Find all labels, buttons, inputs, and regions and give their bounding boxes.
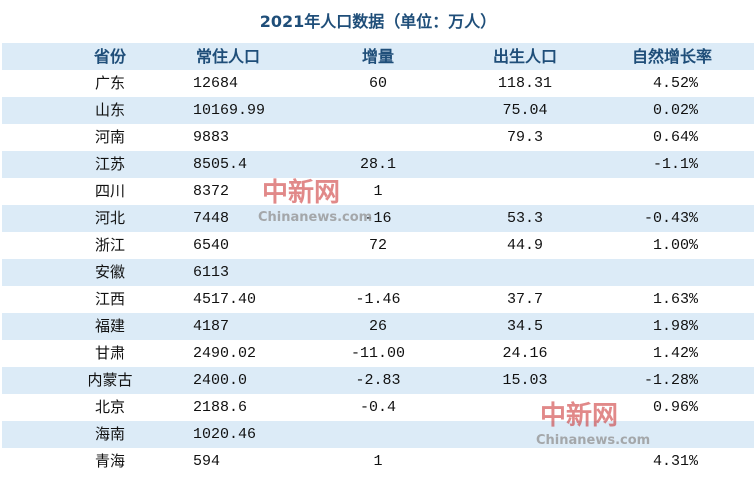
header-band — [2, 43, 754, 70]
table-cell: 内蒙古 — [87, 371, 133, 389]
table-cell: 青海 — [94, 452, 125, 470]
table-cell: 4187 — [193, 318, 230, 335]
table-cell: 10169.99 — [193, 102, 266, 119]
table-cell: 江西 — [94, 290, 125, 308]
table-cell: 河南 — [94, 128, 125, 146]
row-band — [2, 367, 754, 394]
table-cell: 8372 — [193, 183, 230, 200]
table-cell: 4.31% — [652, 453, 698, 470]
table-cell: -11.00 — [350, 345, 405, 362]
table-cell: 1 — [373, 183, 383, 200]
table-title: 2021年人口数据（单位：万人） — [259, 12, 497, 31]
table-cell: -0.43% — [643, 210, 698, 227]
table-cell: 1.63% — [652, 291, 698, 308]
header-cell: 省份 — [93, 47, 126, 66]
table-cell: 1.42% — [652, 345, 698, 362]
table-cell: 河北 — [94, 209, 125, 227]
table-cell: 9883 — [193, 129, 230, 146]
watermark-logo: 中新网 — [262, 178, 341, 208]
table-cell: 8505.4 — [193, 156, 248, 173]
table-cell: 1.98% — [652, 318, 698, 335]
table-cell: 26 — [368, 318, 387, 335]
header-cell: 增量 — [361, 47, 394, 66]
table-cell: 12684 — [193, 75, 239, 92]
row-band — [2, 232, 754, 259]
row-band — [2, 448, 754, 475]
table-cell: 0.96% — [652, 399, 698, 416]
row-band — [2, 97, 754, 124]
table-cell: 6540 — [193, 237, 230, 254]
table-cell: -1.46 — [355, 291, 401, 308]
table-cell: 北京 — [94, 398, 125, 416]
table-cell: 2490.02 — [193, 345, 257, 362]
table-cell: 浙江 — [94, 236, 125, 254]
table-cell: 2400.0 — [193, 372, 248, 389]
row-band — [2, 124, 754, 151]
table-cell: 118.31 — [497, 75, 552, 92]
table-cell: 7448 — [193, 210, 230, 227]
table-cell: 44.9 — [506, 237, 543, 254]
watermark-site: Chinanews.com — [258, 210, 373, 225]
table-cell: 甘肃 — [94, 344, 125, 362]
header-cell: 自然增长率 — [631, 47, 712, 66]
table-cell: 24.16 — [502, 345, 548, 362]
table-cell: 4.52% — [652, 75, 698, 92]
table-cell: 2188.6 — [193, 399, 248, 416]
row-band — [2, 178, 754, 205]
table-cell: 山东 — [94, 101, 125, 119]
table-cell: -0.4 — [359, 399, 396, 416]
table-cell: 海南 — [94, 425, 125, 443]
table-cell: 53.3 — [506, 210, 543, 227]
row-band — [2, 151, 754, 178]
table-cell: 福建 — [94, 317, 125, 335]
table-cell: 72 — [368, 237, 387, 254]
row-band — [2, 205, 754, 232]
row-band — [2, 259, 754, 286]
table-cell: 江苏 — [94, 155, 125, 173]
row-band — [2, 70, 754, 97]
header-cell: 常住人口 — [195, 47, 260, 66]
table-cell: 60 — [368, 75, 387, 92]
row-band — [2, 286, 754, 313]
header-cell: 出生人口 — [492, 47, 557, 66]
table-cell: -16 — [364, 210, 392, 227]
table-cell: 34.5 — [506, 318, 543, 335]
table-cell: 0.02% — [652, 102, 698, 119]
table-cell: 1020.46 — [193, 426, 257, 443]
table-cell: 1 — [373, 453, 383, 470]
row-band — [2, 394, 754, 421]
row-band — [2, 421, 754, 448]
table-cell: 4517.40 — [193, 291, 257, 308]
row-band — [2, 340, 754, 367]
table-cell: 1.00% — [652, 237, 698, 254]
table-cell: 0.64% — [652, 129, 698, 146]
watermark-logo: 中新网 — [540, 401, 619, 431]
table-cell: 28.1 — [359, 156, 396, 173]
table-cell: 广东 — [94, 74, 125, 92]
table-cell: 6113 — [193, 264, 230, 281]
table-cell: 594 — [193, 453, 221, 470]
table-cell: -1.28% — [643, 372, 698, 389]
row-band — [2, 313, 754, 340]
table-cell: 安徽 — [94, 263, 125, 281]
table-cell: 15.03 — [502, 372, 548, 389]
table-cell: -1.1% — [652, 156, 698, 173]
table-cell: 37.7 — [506, 291, 543, 308]
watermark-site: Chinanews.com — [536, 433, 651, 448]
table-cell: 75.04 — [502, 102, 548, 119]
table-cell: 四川 — [94, 182, 125, 200]
table-cell: 79.3 — [506, 129, 543, 146]
table-cell: -2.83 — [355, 372, 401, 389]
